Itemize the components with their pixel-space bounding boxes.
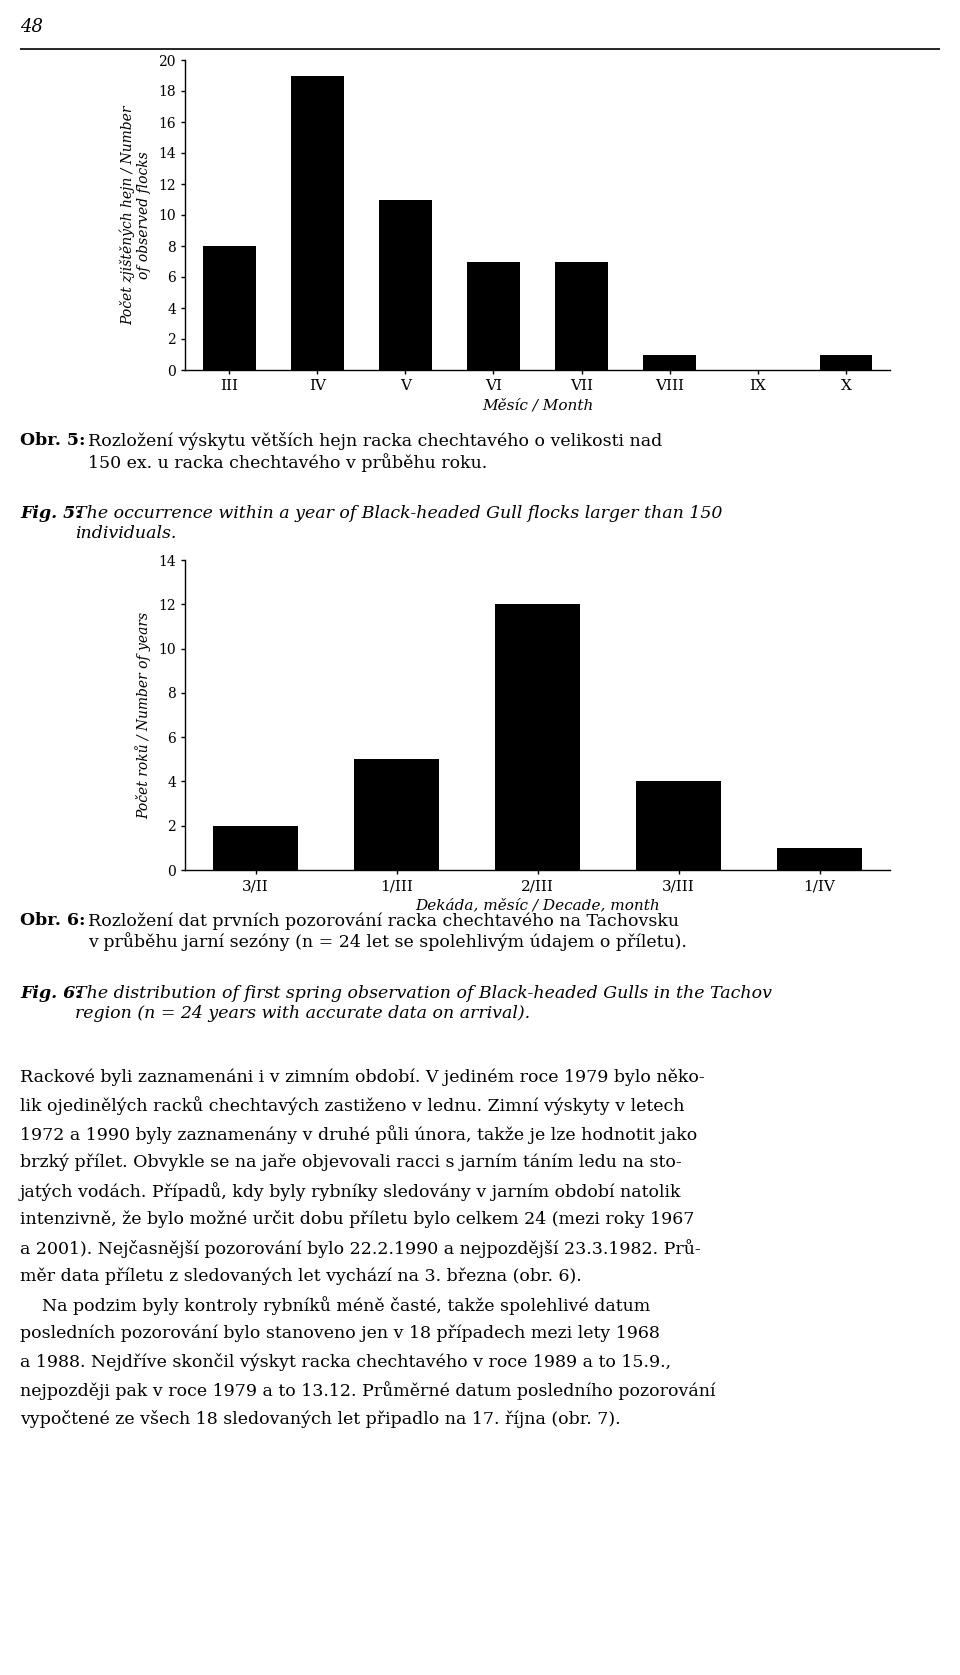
Text: 48: 48 [20, 18, 43, 37]
Bar [203, 246, 255, 370]
Text: Fig. 5:: Fig. 5: [20, 504, 82, 523]
Text: The distribution of first spring observation of Black-headed Gulls in the Tachov: The distribution of first spring observa… [75, 985, 772, 1022]
X-axis label: Měsíc / Month: Měsíc / Month [482, 399, 593, 412]
Text: intenzivně, že bylo možné určit dobu příletu bylo celkem 24 (mezi roky 1967: intenzivně, že bylo možné určit dobu pří… [20, 1211, 694, 1228]
Bar [379, 199, 432, 370]
Text: Rackové byli zaznamenáni i v zimním období. V jediném roce 1979 bylo něko-: Rackové byli zaznamenáni i v zimním obdo… [20, 1069, 705, 1085]
Text: Fig. 6:: Fig. 6: [20, 985, 82, 1002]
Text: vypočtené ze všech 18 sledovaných let připadlo na 17. října (obr. 7).: vypočtené ze všech 18 sledovaných let př… [20, 1410, 620, 1429]
Text: nejpozději pak v roce 1979 a to 13.12. Průměrné datum posledního pozorování: nejpozději pak v roce 1979 a to 13.12. P… [20, 1382, 715, 1400]
Bar [354, 759, 439, 869]
Text: Rozložení výskytu větších hejn racka chechtavého o velikosti nad
150 ex. u racka: Rozložení výskytu větších hejn racka che… [88, 432, 662, 472]
X-axis label: Dekáda, měsíc / Decade, month: Dekáda, měsíc / Decade, month [415, 898, 660, 913]
Bar [778, 848, 862, 869]
Text: posledních pozorování bylo stanoveno jen v 18 případech mezi lety 1968: posledních pozorování bylo stanoveno jen… [20, 1325, 660, 1342]
Bar [495, 605, 580, 869]
Text: jatých vodách. Případů, kdy byly rybníky sledovány v jarním období natolik: jatých vodách. Případů, kdy byly rybníky… [20, 1183, 682, 1201]
Bar [291, 75, 344, 370]
Text: a 2001). Nejčasnější pozorování bylo 22.2.1990 a nejpozdější 23.3.1982. Prů-: a 2001). Nejčasnější pozorování bylo 22.… [20, 1240, 701, 1258]
Y-axis label: Počet roků / Number of years: Počet roků / Number of years [135, 611, 152, 819]
Text: Obr. 6:: Obr. 6: [20, 911, 85, 930]
Bar [643, 355, 696, 370]
Text: 1972 a 1990 byly zaznamenány v druhé půli února, takže je lze hodnotit jako: 1972 a 1990 byly zaznamenány v druhé půl… [20, 1126, 697, 1144]
Bar [636, 782, 721, 869]
Text: Rozložení dat prvních pozorování racka chechtavého na Tachovsku
v průběhu jarní : Rozložení dat prvních pozorování racka c… [88, 911, 686, 951]
Text: Obr. 5:: Obr. 5: [20, 432, 85, 449]
Text: lik ojedinělých racků chechtavých zastiženo v lednu. Zimní výskyty v letech: lik ojedinělých racků chechtavých zastiž… [20, 1097, 684, 1116]
Bar [467, 261, 520, 370]
Bar [555, 261, 608, 370]
Text: a 1988. Nejdříve skončil výskyt racka chechtavého v roce 1989 a to 15.9.,: a 1988. Nejdříve skončil výskyt racka ch… [20, 1353, 671, 1372]
Bar [820, 355, 873, 370]
Text: měr data příletu z sledovaných let vychází na 3. března (obr. 6).: měr data příletu z sledovaných let vychá… [20, 1268, 582, 1285]
Text: brzký přílet. Obvykle se na jaře objevovali racci s jarním táním ledu na sto-: brzký přílet. Obvykle se na jaře objevov… [20, 1154, 682, 1171]
Bar [213, 826, 298, 869]
Text: The occurrence within a year of Black-headed Gull flocks larger than 150
individ: The occurrence within a year of Black-he… [75, 504, 722, 541]
Y-axis label: Počet zjištěných hejn / Number
of observed flocks: Počet zjištěných hejn / Number of observ… [120, 106, 152, 325]
Text: Na podzim byly kontroly rybníků méně časté, takže spolehlivé datum: Na podzim byly kontroly rybníků méně čas… [20, 1296, 650, 1315]
